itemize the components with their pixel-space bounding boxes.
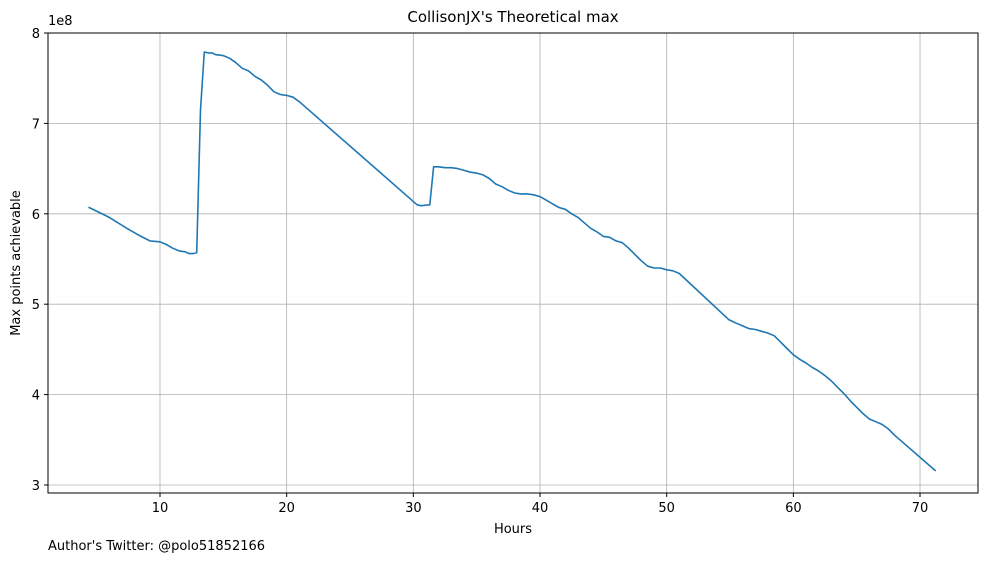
series-layer <box>88 51 937 472</box>
grid-lines <box>48 32 978 493</box>
axis-ticks: 10 20 30 40 50 60 70 3 4 5 6 7 8 <box>32 27 929 516</box>
y-tick-label: 4 <box>32 389 40 404</box>
series-line <box>88 51 937 472</box>
y-scale-label: 1e8 <box>48 14 73 29</box>
x-axis-label: Hours <box>494 522 532 537</box>
y-tick-label: 7 <box>32 117 40 132</box>
x-tick-label: 50 <box>658 501 675 516</box>
y-tick-label: 8 <box>32 27 40 42</box>
chart-title: CollisonJX's Theoretical max <box>407 8 618 26</box>
x-tick-label: 60 <box>785 501 802 516</box>
x-tick-label: 20 <box>278 501 295 516</box>
x-tick-label: 10 <box>152 501 169 516</box>
y-tick-label: 6 <box>32 208 40 223</box>
author-twitter-footnote: Author's Twitter: @polo51852166 <box>48 539 265 554</box>
y-axis-label: Max points achievable <box>9 190 24 336</box>
y-tick-label: 5 <box>32 298 40 313</box>
x-tick-label: 30 <box>405 501 422 516</box>
y-tick-label: 3 <box>32 479 40 494</box>
x-tick-label: 40 <box>532 501 549 516</box>
plot-frame <box>47 32 979 494</box>
x-tick-label: 70 <box>912 501 929 516</box>
